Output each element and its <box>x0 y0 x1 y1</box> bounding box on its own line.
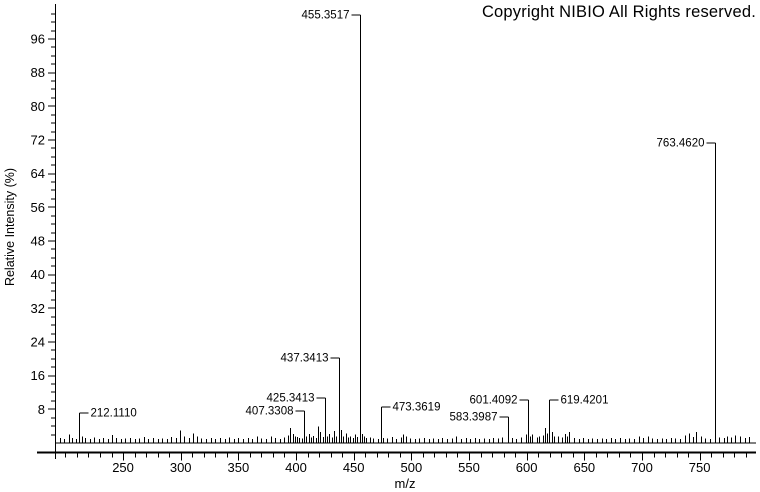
y-tick-label: 16 <box>31 368 45 383</box>
axes <box>37 4 756 459</box>
peak-label: 763.4620 <box>657 138 705 150</box>
y-tick-label: 24 <box>31 334 45 349</box>
copyright-notice: Copyright NIBIO All Rights reserved. <box>481 3 756 21</box>
labeled-peaks <box>79 22 716 443</box>
x-axis-ticks: 250 300 350 400 450 500 550 600 650 700 750 <box>65 453 747 475</box>
x-tick-label: 750 <box>689 460 711 475</box>
x-tick-label: 350 <box>228 460 250 475</box>
peak-label: 455.3517 <box>302 10 350 22</box>
x-tick-label: 600 <box>516 460 538 475</box>
x-tick-label: 650 <box>573 460 595 475</box>
y-axis-ticks: 8 16 24 32 40 48 56 64 72 80 88 96 <box>31 13 55 436</box>
y-tick-label: 88 <box>31 65 45 80</box>
peak-label: 407.3308 <box>246 406 294 418</box>
y-tick-label: 96 <box>31 31 45 46</box>
y-tick-label: 40 <box>31 267 45 282</box>
peak-label: 619.4201 <box>561 395 609 407</box>
y-tick-label: 80 <box>31 99 45 114</box>
x-tick-label: 700 <box>631 460 653 475</box>
axis-titles: m/z Relative Intensity (%) <box>3 168 415 491</box>
y-tick-label: 48 <box>31 233 45 248</box>
peak-label: 437.3413 <box>281 353 329 365</box>
x-tick-label: 500 <box>400 460 422 475</box>
peak-label: 473.3619 <box>393 402 441 414</box>
x-axis-title: m/z <box>395 476 416 491</box>
peak-label: 425.3413 <box>267 393 315 405</box>
x-tick-label: 400 <box>285 460 307 475</box>
x-tick-label: 450 <box>343 460 365 475</box>
x-tick-label: 550 <box>458 460 480 475</box>
peak-label: 212.1110 <box>91 408 137 420</box>
peak-label: 583.3987 <box>450 412 498 424</box>
y-axis-title: Relative Intensity (%) <box>3 168 17 286</box>
x-tick-label: 250 <box>112 460 134 475</box>
y-tick-label: 56 <box>31 200 45 215</box>
peak-label: 601.4092 <box>470 395 518 407</box>
x-tick-label: 300 <box>170 460 192 475</box>
y-tick-label: 32 <box>31 301 45 316</box>
y-tick-label: 64 <box>31 166 45 181</box>
minor-peaks <box>60 426 750 443</box>
y-tick-label: 72 <box>31 132 45 147</box>
y-tick-label: 8 <box>38 402 45 417</box>
